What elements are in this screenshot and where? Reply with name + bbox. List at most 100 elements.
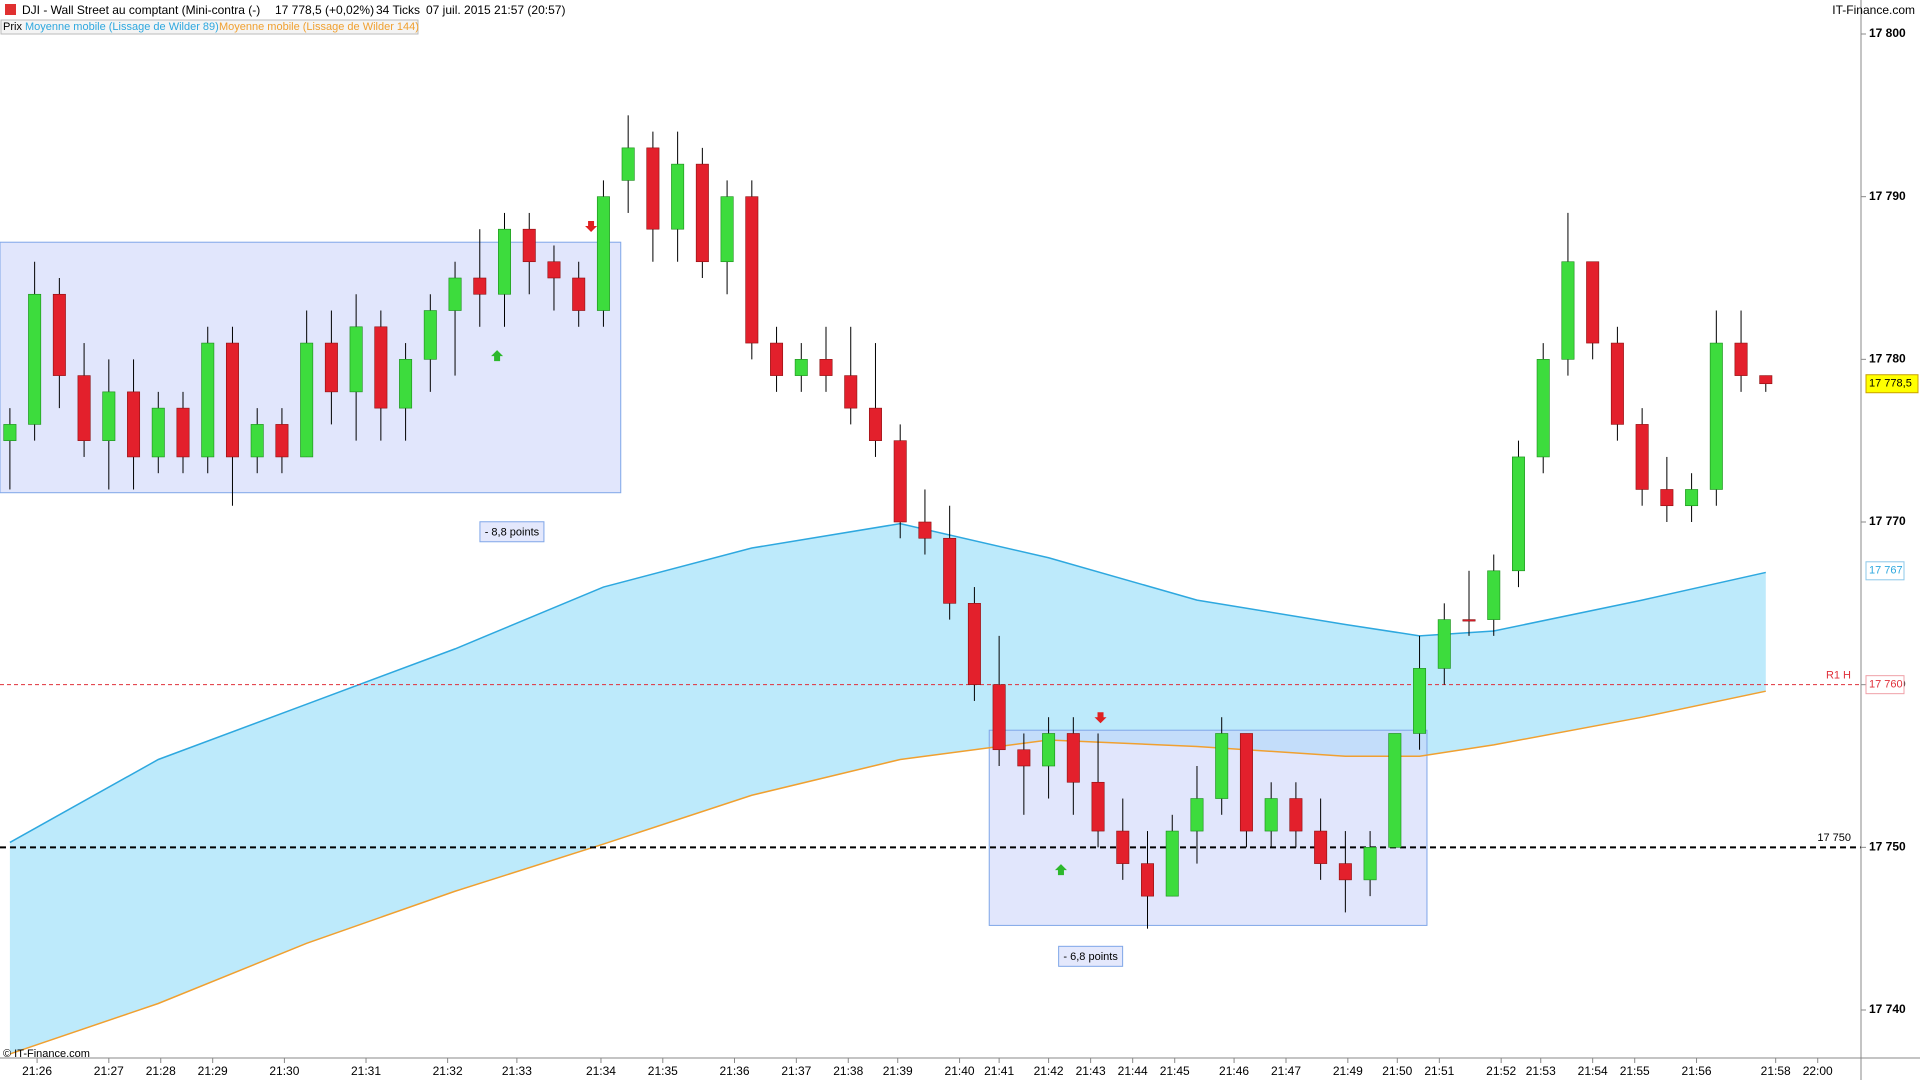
candle-body	[52, 293, 66, 376]
candle-body	[1734, 342, 1748, 376]
x-tick-label: 21:36	[719, 1064, 749, 1078]
level-tag: 17 760	[1869, 679, 1903, 691]
candle-body	[1314, 830, 1328, 864]
candle-body	[1042, 733, 1056, 767]
x-tick-label: 21:29	[198, 1064, 228, 1078]
x-tick-label: 21:37	[781, 1064, 811, 1078]
candle-body	[992, 684, 1006, 751]
plot-area: - 8,8 points - 6,8 points R1 H 17 750	[0, 115, 1861, 1055]
candle-body	[1759, 375, 1773, 385]
candle-body	[1289, 798, 1303, 832]
x-tick-label: 21:47	[1271, 1064, 1301, 1078]
candle-body	[893, 440, 907, 523]
candle-body	[1511, 456, 1525, 572]
candle-body	[671, 163, 685, 230]
ma-line	[9, 522, 1766, 844]
x-tick-label: 21:53	[1526, 1064, 1556, 1078]
signal-arrow	[491, 350, 504, 362]
candle-body	[1165, 830, 1179, 897]
x-tick-label: 21:34	[586, 1064, 616, 1078]
x-tick-label: 21:56	[1682, 1064, 1712, 1078]
x-tick-label: 21:32	[433, 1064, 463, 1078]
candle-body	[1190, 798, 1204, 832]
candle-body	[1437, 619, 1451, 669]
x-tick-label: 21:54	[1578, 1064, 1608, 1078]
x-tick-label: 21:52	[1486, 1064, 1516, 1078]
level-tag-bg	[1865, 675, 1905, 695]
candle-body	[1487, 570, 1501, 620]
level-label: 17 750	[1817, 832, 1851, 844]
candle-body	[1536, 359, 1550, 458]
chart-title: DJI - Wall Street au comptant (Mini-cont…	[22, 3, 260, 17]
brand: IT-Finance.com	[1832, 3, 1915, 17]
candle-body	[1091, 781, 1105, 832]
box-label: - 6,8 points	[1063, 951, 1118, 963]
candle-body	[201, 342, 215, 458]
candle-body	[547, 261, 561, 279]
candle-body	[844, 375, 858, 409]
candle-body	[1660, 489, 1674, 507]
x-tick-label: 22:00	[1803, 1064, 1833, 1078]
x-tick-label: 21:50	[1382, 1064, 1412, 1078]
candle-body	[399, 359, 413, 409]
candle-body	[374, 326, 388, 409]
candle-body	[720, 196, 734, 263]
box-label: - 8,8 points	[485, 527, 540, 539]
candle-body	[621, 147, 635, 181]
x-tick-label: 21:46	[1219, 1064, 1249, 1078]
candle-body	[646, 147, 660, 230]
y-tick-label: 17 740	[1869, 1002, 1906, 1016]
candle-body	[1116, 830, 1130, 864]
candle-body	[1610, 342, 1624, 425]
signal-arrow	[1054, 864, 1067, 876]
price-tag-bg	[1865, 374, 1919, 394]
logo	[5, 4, 16, 15]
y-tick-label: 17 780	[1869, 352, 1906, 366]
footer: © IT-Finance.com	[3, 1048, 90, 1060]
x-tick-label: 21:44	[1118, 1064, 1148, 1078]
candle-body	[324, 342, 338, 393]
legend-box	[0, 19, 419, 35]
candle-body	[1413, 668, 1427, 734]
ma-tag: 17 767	[1869, 565, 1903, 577]
legend: Prix Moyenne mobile (Lissage de Wilder 8…	[0, 19, 419, 35]
candle-body	[300, 342, 314, 458]
candle-body	[1215, 733, 1229, 799]
x-tick-label: 21:58	[1761, 1064, 1791, 1078]
candle-body	[349, 326, 363, 393]
x-tick-label: 21:26	[22, 1064, 52, 1078]
candle-body	[943, 537, 957, 604]
ma-band	[9, 523, 1766, 1054]
candle-body	[1363, 847, 1377, 881]
legend-entry: Prix	[3, 21, 22, 33]
candle-body	[572, 277, 586, 311]
candle-body	[1635, 424, 1649, 490]
candle-body	[745, 196, 759, 344]
candle-body	[1264, 798, 1278, 832]
x-tick-label: 21:55	[1620, 1064, 1650, 1078]
candle-body	[1141, 863, 1154, 897]
candle-body	[794, 359, 808, 376]
x-tick-label: 21:42	[1034, 1064, 1064, 1078]
candle-body	[498, 228, 511, 295]
x-tick-label: 21:39	[883, 1064, 913, 1078]
x-tick-label: 21:51	[1424, 1064, 1454, 1078]
range-box	[988, 729, 1428, 926]
candle-body	[176, 407, 190, 458]
candle-body	[473, 277, 487, 295]
candle-body	[596, 196, 610, 311]
ticks-label: 34 Ticks	[376, 3, 420, 17]
x-tick-label: 21:31	[351, 1064, 381, 1078]
candle-body	[1685, 489, 1699, 507]
box-label-bg	[1058, 945, 1124, 967]
ma-line	[9, 690, 1766, 1055]
y-tick-label: 17 750	[1869, 840, 1906, 854]
candle-body	[1709, 342, 1723, 490]
y-tick-label: 17 790	[1869, 189, 1906, 203]
candle-body	[1561, 261, 1575, 360]
candle-body	[918, 521, 932, 539]
candle-body	[77, 375, 91, 441]
signal-arrow	[585, 220, 598, 232]
candle-body	[819, 359, 833, 376]
